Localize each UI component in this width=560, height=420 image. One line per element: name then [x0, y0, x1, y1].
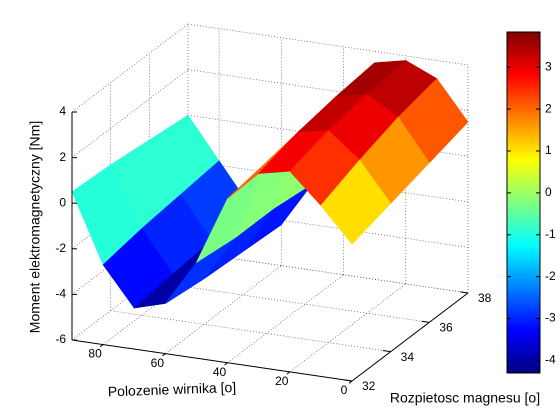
colorbar: [506, 31, 541, 374]
x-tick-label: 40: [213, 365, 227, 379]
y-tick-label: 36: [439, 321, 453, 335]
x-tick-label: 80: [88, 347, 102, 361]
x-tick: [162, 353, 166, 357]
grid-line: [187, 69, 469, 111]
y-tick: [382, 350, 391, 353]
z-tick-label: -6: [55, 332, 66, 346]
x-tick-label: 20: [275, 374, 289, 388]
colorbar-tick-label: 3: [545, 59, 552, 73]
x-tick: [286, 371, 291, 375]
y-tick-label: 34: [401, 350, 415, 364]
x-tick-label: 60: [151, 356, 165, 370]
y-tick-label: 38: [478, 291, 492, 305]
z-tick-label: 4: [59, 104, 66, 118]
grid-line: [71, 69, 189, 158]
grid-line: [187, 206, 469, 248]
y-tick: [460, 291, 469, 294]
colorbar-tick-label: -3: [545, 311, 556, 325]
colorbar-tick-label: 1: [545, 143, 552, 157]
z-tick-label: -4: [55, 287, 66, 301]
x-axis-label: Polozenie wirnika [o]: [108, 379, 237, 399]
colorbar-tick-label: -2: [545, 269, 556, 283]
grid-line: [165, 265, 282, 354]
z-tick-label: 0: [59, 195, 66, 209]
x-tick-label: 0: [341, 383, 348, 397]
grid-line: [289, 283, 406, 373]
colorbar-tick-label: 2: [545, 101, 552, 115]
z-tick-label: -2: [55, 241, 66, 255]
z-tick-label: 2: [59, 150, 66, 164]
grid-line: [149, 280, 430, 323]
y-tick-label: 32: [362, 379, 376, 393]
grid-line: [187, 251, 469, 294]
grid-line: [187, 23, 469, 66]
z-axis-label: Moment elektromagnetyczny [Nm]: [27, 121, 43, 333]
colorbar-tick-label: -1: [545, 227, 556, 241]
colorbar-tick-label: 0: [545, 185, 552, 199]
y-tick: [344, 379, 353, 382]
y-axis: [351, 292, 469, 382]
colorbar-tick-label: -4: [545, 353, 556, 367]
x-tick: [99, 344, 104, 348]
surface-cell: [320, 159, 392, 245]
x-axis: [71, 339, 353, 382]
grid-line: [227, 274, 344, 364]
grid-line: [71, 23, 189, 113]
y-tick: [421, 320, 430, 323]
grid-line: [110, 310, 391, 353]
y-axis-label: Rozpietosc magnesu [o]: [390, 390, 540, 406]
x-tick: [224, 362, 228, 366]
